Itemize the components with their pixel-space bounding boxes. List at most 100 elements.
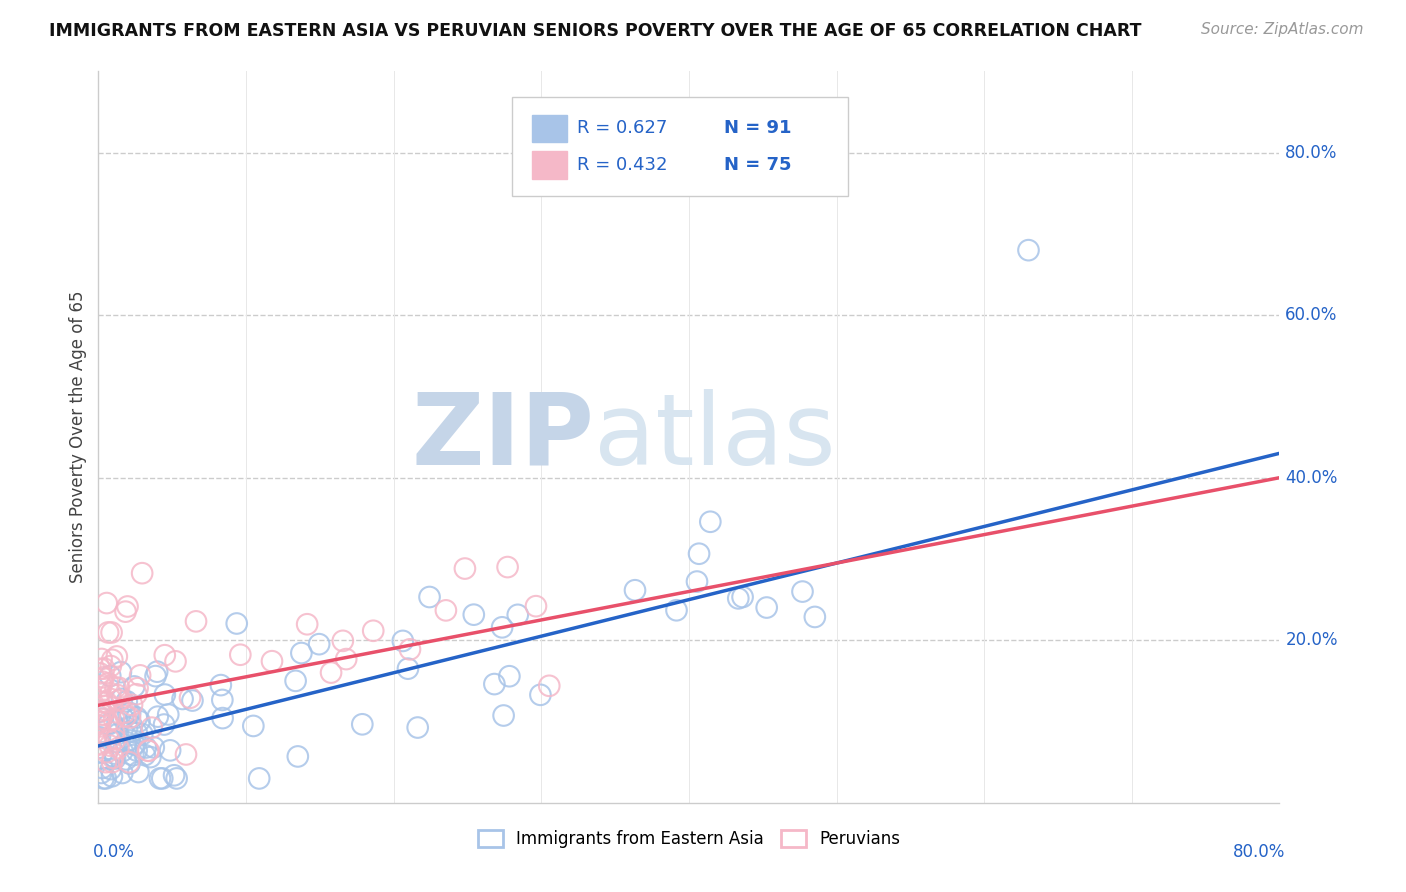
Point [118, 756, 141, 771]
Point [688, 547, 710, 561]
Point [94, 755, 117, 769]
Point [139, 750, 162, 764]
Point [93, 772, 115, 786]
Point [496, 560, 519, 574]
Point [97, 676, 120, 690]
Legend: Immigrants from Eastern Asia, Peruvians: Immigrants from Eastern Asia, Peruvians [470, 822, 908, 856]
Point [159, 743, 181, 757]
Text: 60.0%: 60.0% [1285, 306, 1337, 324]
Point [98, 692, 121, 706]
Point [699, 515, 721, 529]
Point [128, 714, 150, 728]
Point [127, 681, 149, 696]
Point [727, 591, 749, 606]
Point [98, 739, 121, 753]
Y-axis label: Seniors Poverty Over the Age of 65: Seniors Poverty Over the Age of 65 [69, 291, 87, 583]
Point [146, 665, 169, 679]
Point [112, 706, 135, 720]
Point [89, 738, 111, 752]
Point [125, 743, 148, 757]
Point [108, 681, 131, 695]
Point [91, 674, 114, 689]
Point [118, 710, 141, 724]
Text: N = 75: N = 75 [724, 156, 792, 174]
Point [418, 590, 440, 604]
Point [163, 768, 186, 782]
Point [290, 646, 312, 660]
Point [125, 710, 148, 724]
Point [491, 620, 513, 634]
Text: R = 0.432: R = 0.432 [576, 156, 668, 174]
Point [153, 688, 176, 702]
Point [136, 743, 159, 757]
Point [104, 735, 127, 749]
Point [332, 633, 354, 648]
Text: 80.0%: 80.0% [1233, 843, 1285, 861]
Point [792, 584, 814, 599]
Point [120, 706, 142, 721]
Point [172, 692, 194, 706]
Point [100, 686, 122, 700]
Point [115, 752, 138, 766]
Point [101, 755, 124, 769]
Point [127, 765, 149, 780]
Point [406, 721, 429, 735]
Point [308, 637, 330, 651]
Point [1018, 243, 1040, 257]
Point [153, 717, 176, 731]
Text: IMMIGRANTS FROM EASTERN ASIA VS PERUVIAN SENIORS POVERTY OVER THE AGE OF 65 CORR: IMMIGRANTS FROM EASTERN ASIA VS PERUVIAN… [49, 22, 1142, 40]
Point [98, 669, 121, 683]
Point [96, 596, 118, 610]
Point [506, 607, 529, 622]
Point [96, 695, 118, 709]
Point [352, 717, 374, 731]
Point [101, 653, 124, 667]
Point [98, 733, 121, 747]
Point [111, 766, 134, 780]
Point [97, 715, 120, 730]
Point [209, 678, 232, 692]
Bar [531, 114, 567, 143]
Point [391, 634, 413, 648]
Point [361, 624, 384, 638]
Point [131, 566, 153, 581]
Point [731, 590, 754, 604]
Point [434, 603, 457, 617]
Point [142, 740, 165, 755]
Point [624, 583, 647, 598]
Point [115, 721, 138, 735]
Point [107, 727, 129, 741]
Point [145, 669, 167, 683]
Point [100, 659, 122, 673]
Point [335, 652, 357, 666]
Point [146, 709, 169, 723]
Point [105, 649, 128, 664]
Point [538, 679, 561, 693]
Point [149, 772, 172, 786]
Point [104, 681, 127, 695]
Point [101, 751, 124, 765]
Point [229, 648, 252, 662]
Point [755, 600, 778, 615]
Text: ZIP: ZIP [412, 389, 595, 485]
Point [141, 721, 163, 735]
Point [165, 654, 187, 668]
Point [484, 677, 506, 691]
Point [492, 708, 515, 723]
Point [89, 719, 111, 733]
Point [153, 648, 176, 663]
Point [89, 666, 111, 681]
Point [90, 712, 112, 726]
Point [97, 625, 120, 640]
Point [122, 748, 145, 763]
Point [115, 735, 138, 749]
Point [184, 615, 207, 629]
Point [242, 719, 264, 733]
Point [90, 704, 112, 718]
Point [174, 747, 197, 762]
Point [121, 698, 143, 712]
Point [108, 693, 131, 707]
Point [96, 745, 118, 759]
Point [112, 711, 135, 725]
Point [181, 693, 204, 707]
